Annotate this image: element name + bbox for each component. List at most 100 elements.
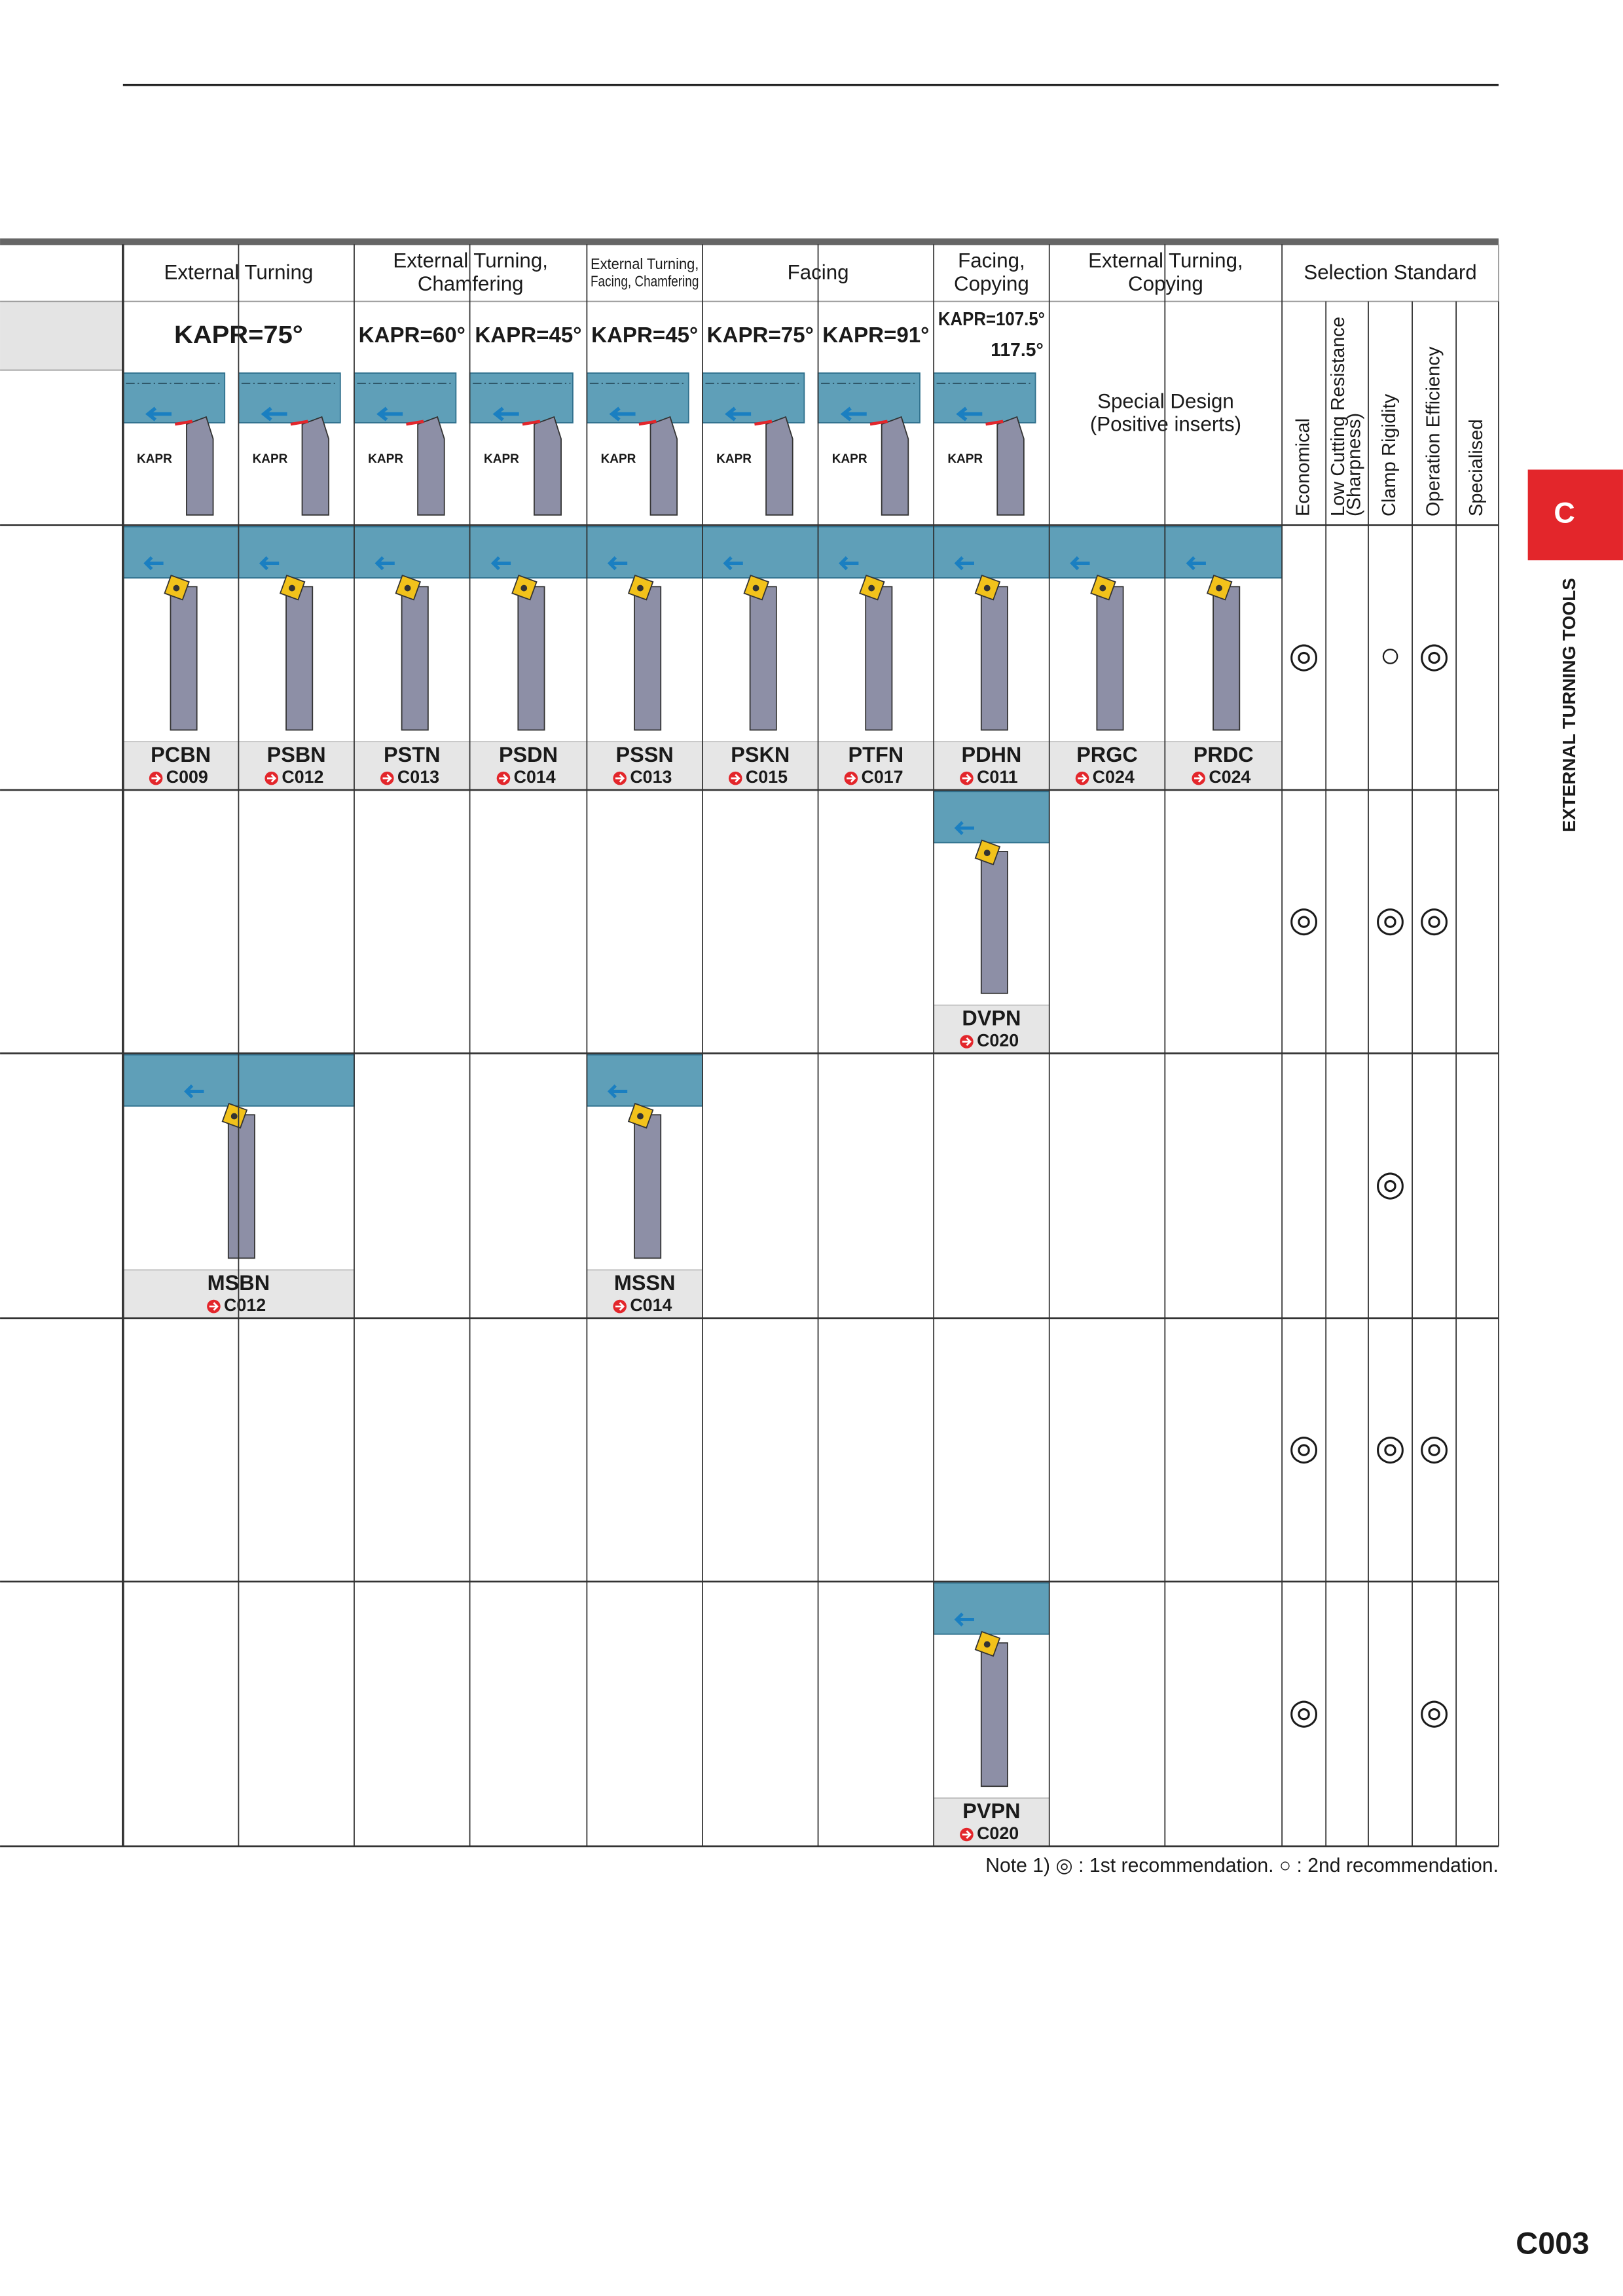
workpiece	[238, 526, 355, 579]
tool-shank	[1096, 586, 1124, 731]
tool-label-bg	[933, 1005, 1050, 1054]
insert-screw	[289, 584, 295, 592]
tool-ref: C013	[397, 767, 439, 787]
tool-holder	[649, 416, 678, 516]
table-top-bar	[0, 238, 1499, 245]
insert-screw	[230, 1113, 238, 1120]
tool-holder	[186, 416, 214, 516]
ref-icon-arrow	[615, 774, 625, 783]
tool-name: MSSN	[614, 1271, 676, 1295]
ref-icon-arrow	[151, 774, 161, 783]
recommendation-mark: ○	[1379, 636, 1400, 675]
workpiece	[1048, 526, 1166, 579]
tool-ref: C013	[630, 767, 672, 787]
side-tab-label: EXTERNAL TURNING TOOLS	[1559, 578, 1579, 833]
recommendation-mark: ◎	[1288, 636, 1319, 675]
insert-screw	[520, 584, 528, 592]
tool-ref: C020	[977, 1031, 1019, 1050]
insert-screw	[983, 850, 991, 857]
feed-arrow	[956, 406, 983, 422]
recommendation-mark: ◎	[1419, 636, 1450, 675]
workpiece	[586, 526, 703, 579]
workpiece	[586, 372, 689, 423]
tool-shank	[634, 1114, 662, 1259]
tool-holder	[996, 416, 1025, 516]
group-header: External Turning,	[591, 255, 699, 272]
workpiece	[933, 372, 1036, 423]
cutting-edge	[406, 420, 424, 426]
tool-shank	[980, 586, 1008, 731]
insert-screw	[637, 584, 644, 592]
workpiece	[1164, 526, 1283, 579]
feed-arrow	[954, 556, 974, 571]
workpiece	[817, 372, 921, 423]
group-header: Facing,	[958, 249, 1025, 272]
ref-icon-arrow	[382, 774, 392, 783]
insert-screw	[173, 584, 180, 592]
tool-shank	[634, 586, 662, 731]
feed-arrow	[259, 556, 280, 571]
workpiece	[469, 526, 588, 579]
ref-icon-arrow	[847, 774, 856, 783]
side-tab-letter: C	[1554, 497, 1575, 529]
criterion: (Sharpness)	[1344, 413, 1365, 516]
tool-shank	[980, 851, 1008, 994]
kapr-angle: KAPR=91°	[822, 323, 929, 348]
tool-name: DVPN	[962, 1007, 1021, 1030]
feed-arrow	[490, 556, 511, 571]
tool-name: PCBN	[151, 743, 211, 766]
feed-arrow	[1070, 556, 1090, 571]
ref-icon-arrow	[962, 774, 972, 783]
criterion: Clamp Rigidity	[1379, 393, 1400, 516]
tool-name: PRDC	[1194, 743, 1254, 766]
tool-label-bg	[586, 741, 703, 791]
kapr-angle: KAPR=45°	[591, 323, 698, 348]
special-design: Special Design	[1097, 389, 1234, 412]
workpiece	[586, 1054, 703, 1107]
workpiece	[933, 526, 1050, 579]
cutting-edge	[638, 420, 657, 426]
group-header: External Turning,	[1088, 249, 1243, 272]
tool-ref: C024	[1209, 767, 1250, 787]
ref-icon-arrow	[962, 1830, 972, 1839]
tool-shank	[1213, 586, 1241, 731]
insert-screw	[868, 584, 875, 592]
workpiece	[354, 526, 471, 579]
recommendation-mark: ◎	[1288, 1427, 1319, 1467]
tool-holder	[301, 416, 330, 516]
tool-name: PVPN	[962, 1799, 1020, 1823]
cutting-edge	[869, 420, 888, 426]
kapr-angle: KAPR=107.5°	[938, 309, 1045, 330]
kapr-angle: 117.5°	[991, 340, 1043, 361]
tool-name: PDHN	[962, 743, 1022, 766]
note: Note 1) ◎ : 1st recommendation. ○ : 2nd …	[985, 1855, 1499, 1876]
ref-icon-arrow	[499, 774, 509, 783]
tool-ref: C011	[977, 767, 1018, 787]
kapr-label: KAPR	[137, 452, 172, 466]
tool-shank	[980, 1642, 1008, 1787]
kapr-label: KAPR	[716, 452, 752, 466]
workpiece	[933, 791, 1050, 844]
feed-arrow	[145, 406, 172, 422]
kapr-label: KAPR	[253, 452, 288, 466]
workpiece	[354, 372, 457, 423]
cutting-edge	[290, 420, 308, 426]
tool-shank	[170, 586, 198, 731]
tool-shank	[517, 586, 545, 731]
group-header: Copying	[954, 272, 1029, 295]
tool-holder	[881, 416, 909, 516]
cutting-edge	[522, 420, 541, 426]
tool-name: PSSN	[616, 743, 674, 766]
recommendation-mark: ◎	[1419, 899, 1450, 939]
kapr-label: KAPR	[947, 452, 983, 466]
ref-icon-arrow	[615, 1302, 625, 1311]
tool-ref: C015	[746, 767, 788, 787]
insert-screw	[1216, 584, 1222, 592]
cutting-edge	[754, 420, 773, 426]
tool-holder	[417, 416, 445, 516]
side-tab	[1527, 469, 1623, 561]
feed-arrow	[1186, 556, 1206, 571]
tool-name: PSKN	[731, 743, 790, 766]
group-header: Facing, Chamfering	[591, 272, 699, 289]
tool-label-bg	[702, 741, 819, 791]
